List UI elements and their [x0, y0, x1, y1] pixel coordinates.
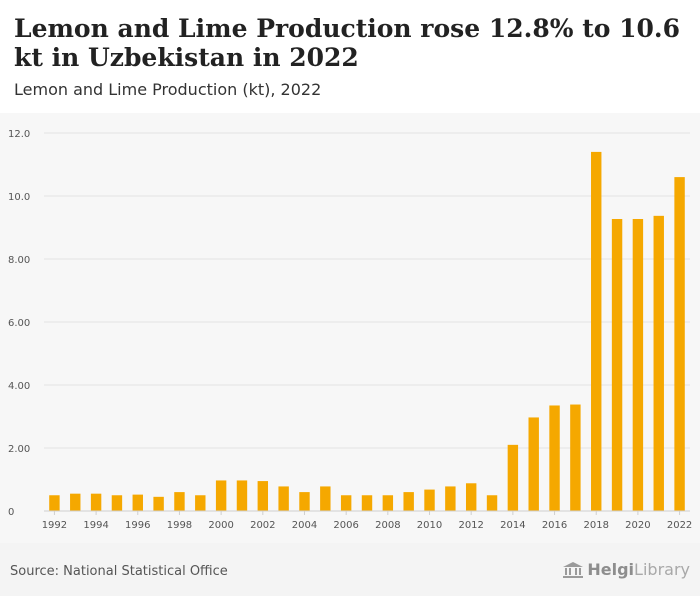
chart-header: Lemon and Lime Production rose 12.8% to … — [0, 0, 700, 113]
bar-2016 — [549, 405, 560, 511]
bar-2003 — [278, 486, 289, 511]
logo-text-library: Library — [634, 560, 690, 579]
y-tick-label: 12.0 — [8, 129, 30, 140]
bar-2017 — [570, 404, 581, 511]
bar-2002 — [257, 481, 269, 511]
bar-2021 — [653, 215, 664, 511]
page-title: Lemon and Lime Production rose 12.8% to … — [14, 14, 681, 72]
bar-2009 — [403, 492, 414, 511]
x-tick-label: 2014 — [500, 520, 525, 531]
bar-2000 — [215, 480, 227, 511]
chart-subtitle: Lemon and Lime Production (kt), 2022 — [14, 80, 322, 99]
bar-1993 — [70, 493, 81, 511]
y-tick-label: 0 — [8, 507, 14, 518]
x-tick-label: 2008 — [375, 520, 400, 531]
logo-text-helgi: Helgi — [587, 560, 635, 579]
bar-2007 — [361, 495, 373, 511]
x-tick-label: 2002 — [250, 520, 275, 531]
bar-2015 — [528, 417, 539, 511]
bar-2004 — [299, 492, 310, 511]
x-tick-label: 1998 — [167, 520, 192, 531]
helgi-library-logo: HelgiLibrary — [563, 560, 690, 579]
bar-1994 — [90, 493, 102, 511]
x-tick-label: 2016 — [542, 520, 567, 531]
x-tick-label: 2020 — [625, 520, 650, 531]
bar-2013 — [486, 495, 498, 511]
x-tick-label: 2012 — [458, 520, 483, 531]
bar-2022 — [674, 177, 685, 511]
y-tick-label: 2.00 — [8, 444, 30, 455]
bar-2001 — [236, 480, 248, 511]
y-tick-label: 4.00 — [8, 381, 30, 392]
bar-1995 — [111, 495, 123, 511]
bar-2012 — [465, 483, 477, 511]
x-tick-label: 1992 — [42, 520, 67, 531]
bar-1997 — [153, 496, 164, 511]
bar-2018 — [591, 151, 602, 511]
x-tick-label: 2018 — [583, 520, 608, 531]
x-tick-label: 2000 — [208, 520, 233, 531]
library-building-icon — [563, 561, 584, 578]
logo-text: HelgiLibrary — [587, 560, 690, 579]
bar-2014 — [507, 444, 519, 511]
bar-2010 — [424, 489, 435, 511]
y-tick-label: 8.00 — [8, 255, 30, 266]
bar-2005 — [320, 486, 331, 511]
bar-1996 — [132, 494, 143, 511]
bar-chart: 0 2.00 4.00 6.00 8.00 10.0 12.0 1992 1994 1996 199… — [0, 113, 700, 543]
bar-2006 — [340, 495, 352, 511]
bar-1998 — [174, 492, 185, 511]
x-tick-label: 1994 — [83, 520, 108, 531]
chart-svg: 0 2.00 4.00 6.00 8.00 10.0 12.0 1992 1994 1996 199… — [8, 129, 692, 531]
x-tick-label: 2022 — [667, 520, 692, 531]
x-tick-label: 2010 — [417, 520, 442, 531]
bar-2020 — [632, 218, 644, 511]
x-tick-label: 1996 — [125, 520, 150, 531]
source-note: Source: National Statistical Office — [10, 564, 228, 579]
bar-1992 — [49, 495, 60, 511]
x-tick-label: 2004 — [292, 520, 317, 531]
bar-2011 — [445, 486, 456, 511]
bar-2008 — [382, 495, 394, 511]
bar-2019 — [611, 218, 623, 511]
bar-1999 — [195, 495, 206, 511]
y-tick-label: 6.00 — [8, 318, 30, 329]
y-tick-label: 10.0 — [8, 192, 30, 203]
x-tick-label: 2006 — [333, 520, 358, 531]
